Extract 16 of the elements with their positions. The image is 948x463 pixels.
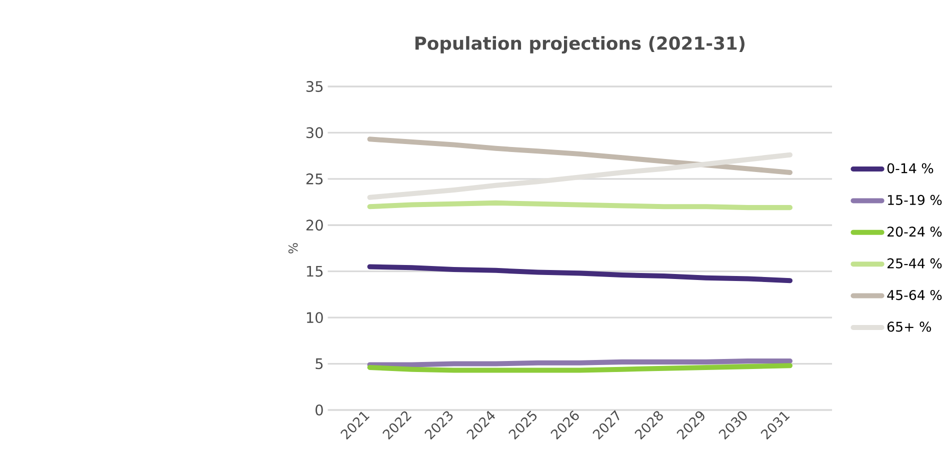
- y-tick-label: 20: [306, 220, 323, 231]
- legend-label: 20-24 %: [888, 226, 942, 237]
- y-tick-label: 30: [306, 127, 323, 138]
- legend-label: 0-14 %: [887, 163, 934, 174]
- y-tick-label: 5: [316, 358, 323, 370]
- legend-label: 15-19 %: [888, 195, 942, 206]
- legend-label: 65+ %: [887, 322, 932, 332]
- y-axis-title: %: [288, 243, 298, 254]
- y-tick-label: 10: [306, 312, 323, 324]
- legend-label: 45-64 %: [887, 290, 942, 300]
- legend-label: 25-44 %: [888, 258, 942, 269]
- y-tick-label: 0: [316, 404, 323, 416]
- y-tick-label: 35: [306, 81, 323, 92]
- y-tick-label: 15: [306, 266, 323, 277]
- chart-title: Population projections (2021-31): [415, 36, 744, 54]
- y-tick-label: 25: [306, 174, 323, 185]
